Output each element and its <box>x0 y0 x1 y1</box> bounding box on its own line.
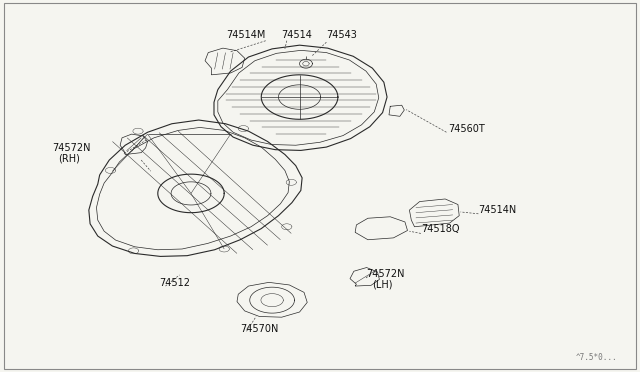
Text: (LH): (LH) <box>372 280 392 290</box>
Text: 74514M: 74514M <box>227 30 266 39</box>
Text: 74572N: 74572N <box>52 142 90 153</box>
Text: ^7.5*0...: ^7.5*0... <box>575 353 617 362</box>
Text: 74572N: 74572N <box>366 269 404 279</box>
Text: 74512: 74512 <box>159 278 190 288</box>
Text: 74570N: 74570N <box>240 324 278 334</box>
Text: 74518Q: 74518Q <box>421 224 460 234</box>
Text: 74543: 74543 <box>326 30 357 39</box>
Text: (RH): (RH) <box>58 153 80 163</box>
Text: 74514N: 74514N <box>478 205 516 215</box>
Text: 74560T: 74560T <box>448 124 484 134</box>
Text: 74514: 74514 <box>282 30 312 39</box>
